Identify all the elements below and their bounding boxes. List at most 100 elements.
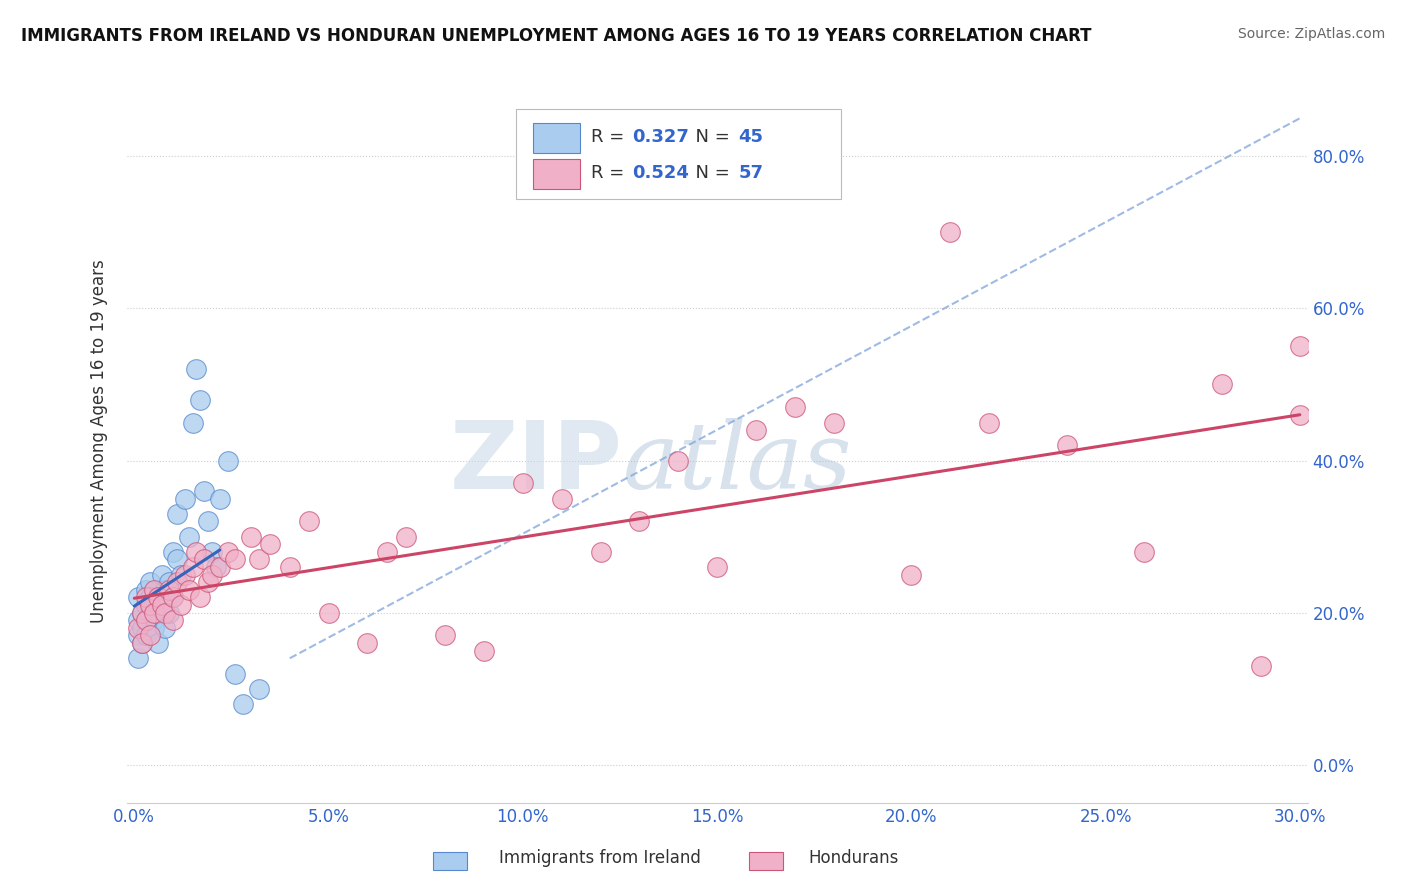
- Text: 0.524: 0.524: [633, 164, 689, 182]
- Point: [239, 530, 262, 544]
- Point: [127, 621, 149, 635]
- Text: N =: N =: [683, 128, 735, 145]
- Point: [135, 591, 157, 605]
- Point: [170, 598, 193, 612]
- Point: [131, 636, 153, 650]
- Point: [434, 628, 457, 642]
- Point: [173, 491, 195, 506]
- Point: [127, 651, 149, 665]
- Point: [181, 560, 204, 574]
- Point: [150, 598, 173, 612]
- Point: [197, 575, 219, 590]
- Point: [157, 606, 180, 620]
- Point: [666, 453, 689, 467]
- Point: [131, 636, 153, 650]
- Point: [142, 621, 165, 635]
- Point: [170, 567, 193, 582]
- Point: [150, 598, 173, 612]
- Point: [131, 606, 153, 620]
- Point: [259, 537, 281, 551]
- Text: R =: R =: [591, 128, 630, 145]
- Point: [217, 453, 239, 467]
- Point: [135, 582, 157, 597]
- Point: [188, 591, 212, 605]
- Point: [512, 476, 534, 491]
- Point: [157, 582, 180, 597]
- Y-axis label: Unemployment Among Ages 16 to 19 years: Unemployment Among Ages 16 to 19 years: [90, 260, 108, 624]
- Point: [628, 515, 651, 529]
- Point: [1288, 408, 1310, 422]
- Point: [131, 621, 153, 635]
- Point: [186, 362, 208, 376]
- Point: [706, 560, 728, 574]
- Point: [1211, 377, 1233, 392]
- Point: [247, 552, 270, 566]
- Point: [139, 606, 162, 620]
- Point: [900, 567, 922, 582]
- Point: [139, 628, 162, 642]
- Point: [224, 552, 246, 566]
- Point: [155, 606, 177, 620]
- Text: atlas: atlas: [623, 418, 852, 508]
- Point: [142, 606, 165, 620]
- Point: [177, 582, 200, 597]
- Point: [142, 582, 165, 597]
- Point: [298, 515, 321, 529]
- Point: [135, 598, 157, 612]
- Point: [247, 681, 270, 696]
- FancyBboxPatch shape: [533, 159, 581, 189]
- Point: [146, 636, 169, 650]
- Point: [1250, 659, 1272, 673]
- Text: IMMIGRANTS FROM IRELAND VS HONDURAN UNEMPLOYMENT AMONG AGES 16 TO 19 YEARS CORRE: IMMIGRANTS FROM IRELAND VS HONDURAN UNEM…: [21, 27, 1091, 45]
- Point: [186, 545, 208, 559]
- Point: [208, 491, 231, 506]
- Point: [356, 636, 378, 650]
- Point: [208, 560, 231, 574]
- Text: N =: N =: [683, 164, 735, 182]
- Point: [589, 545, 612, 559]
- Bar: [433, 853, 467, 871]
- Point: [823, 416, 845, 430]
- Text: Source: ZipAtlas.com: Source: ZipAtlas.com: [1237, 27, 1385, 41]
- Point: [550, 491, 572, 506]
- Point: [142, 613, 165, 627]
- Point: [139, 575, 162, 590]
- Point: [139, 598, 162, 612]
- Text: Immigrants from Ireland: Immigrants from Ireland: [499, 849, 702, 867]
- Point: [146, 591, 169, 605]
- Point: [173, 567, 195, 582]
- Point: [127, 591, 149, 605]
- Point: [1133, 545, 1156, 559]
- Point: [193, 552, 215, 566]
- Point: [201, 545, 224, 559]
- Point: [939, 226, 962, 240]
- Point: [1288, 339, 1310, 353]
- Point: [146, 591, 169, 605]
- Text: ZIP: ZIP: [450, 417, 623, 509]
- Point: [217, 545, 239, 559]
- Point: [193, 483, 215, 498]
- Point: [135, 628, 157, 642]
- Point: [224, 666, 246, 681]
- FancyBboxPatch shape: [533, 123, 581, 153]
- Point: [127, 613, 149, 627]
- Point: [181, 416, 204, 430]
- Point: [162, 545, 184, 559]
- Point: [131, 606, 153, 620]
- Point: [783, 401, 806, 415]
- Point: [197, 515, 219, 529]
- Bar: [749, 853, 783, 871]
- Point: [278, 560, 301, 574]
- Point: [745, 423, 768, 437]
- Point: [318, 606, 340, 620]
- Point: [135, 613, 157, 627]
- Text: 45: 45: [738, 128, 763, 145]
- Point: [177, 530, 200, 544]
- Point: [166, 575, 188, 590]
- Point: [162, 613, 184, 627]
- FancyBboxPatch shape: [516, 109, 841, 200]
- Text: R =: R =: [591, 164, 630, 182]
- Point: [977, 416, 1000, 430]
- Point: [166, 507, 188, 521]
- Point: [166, 552, 188, 566]
